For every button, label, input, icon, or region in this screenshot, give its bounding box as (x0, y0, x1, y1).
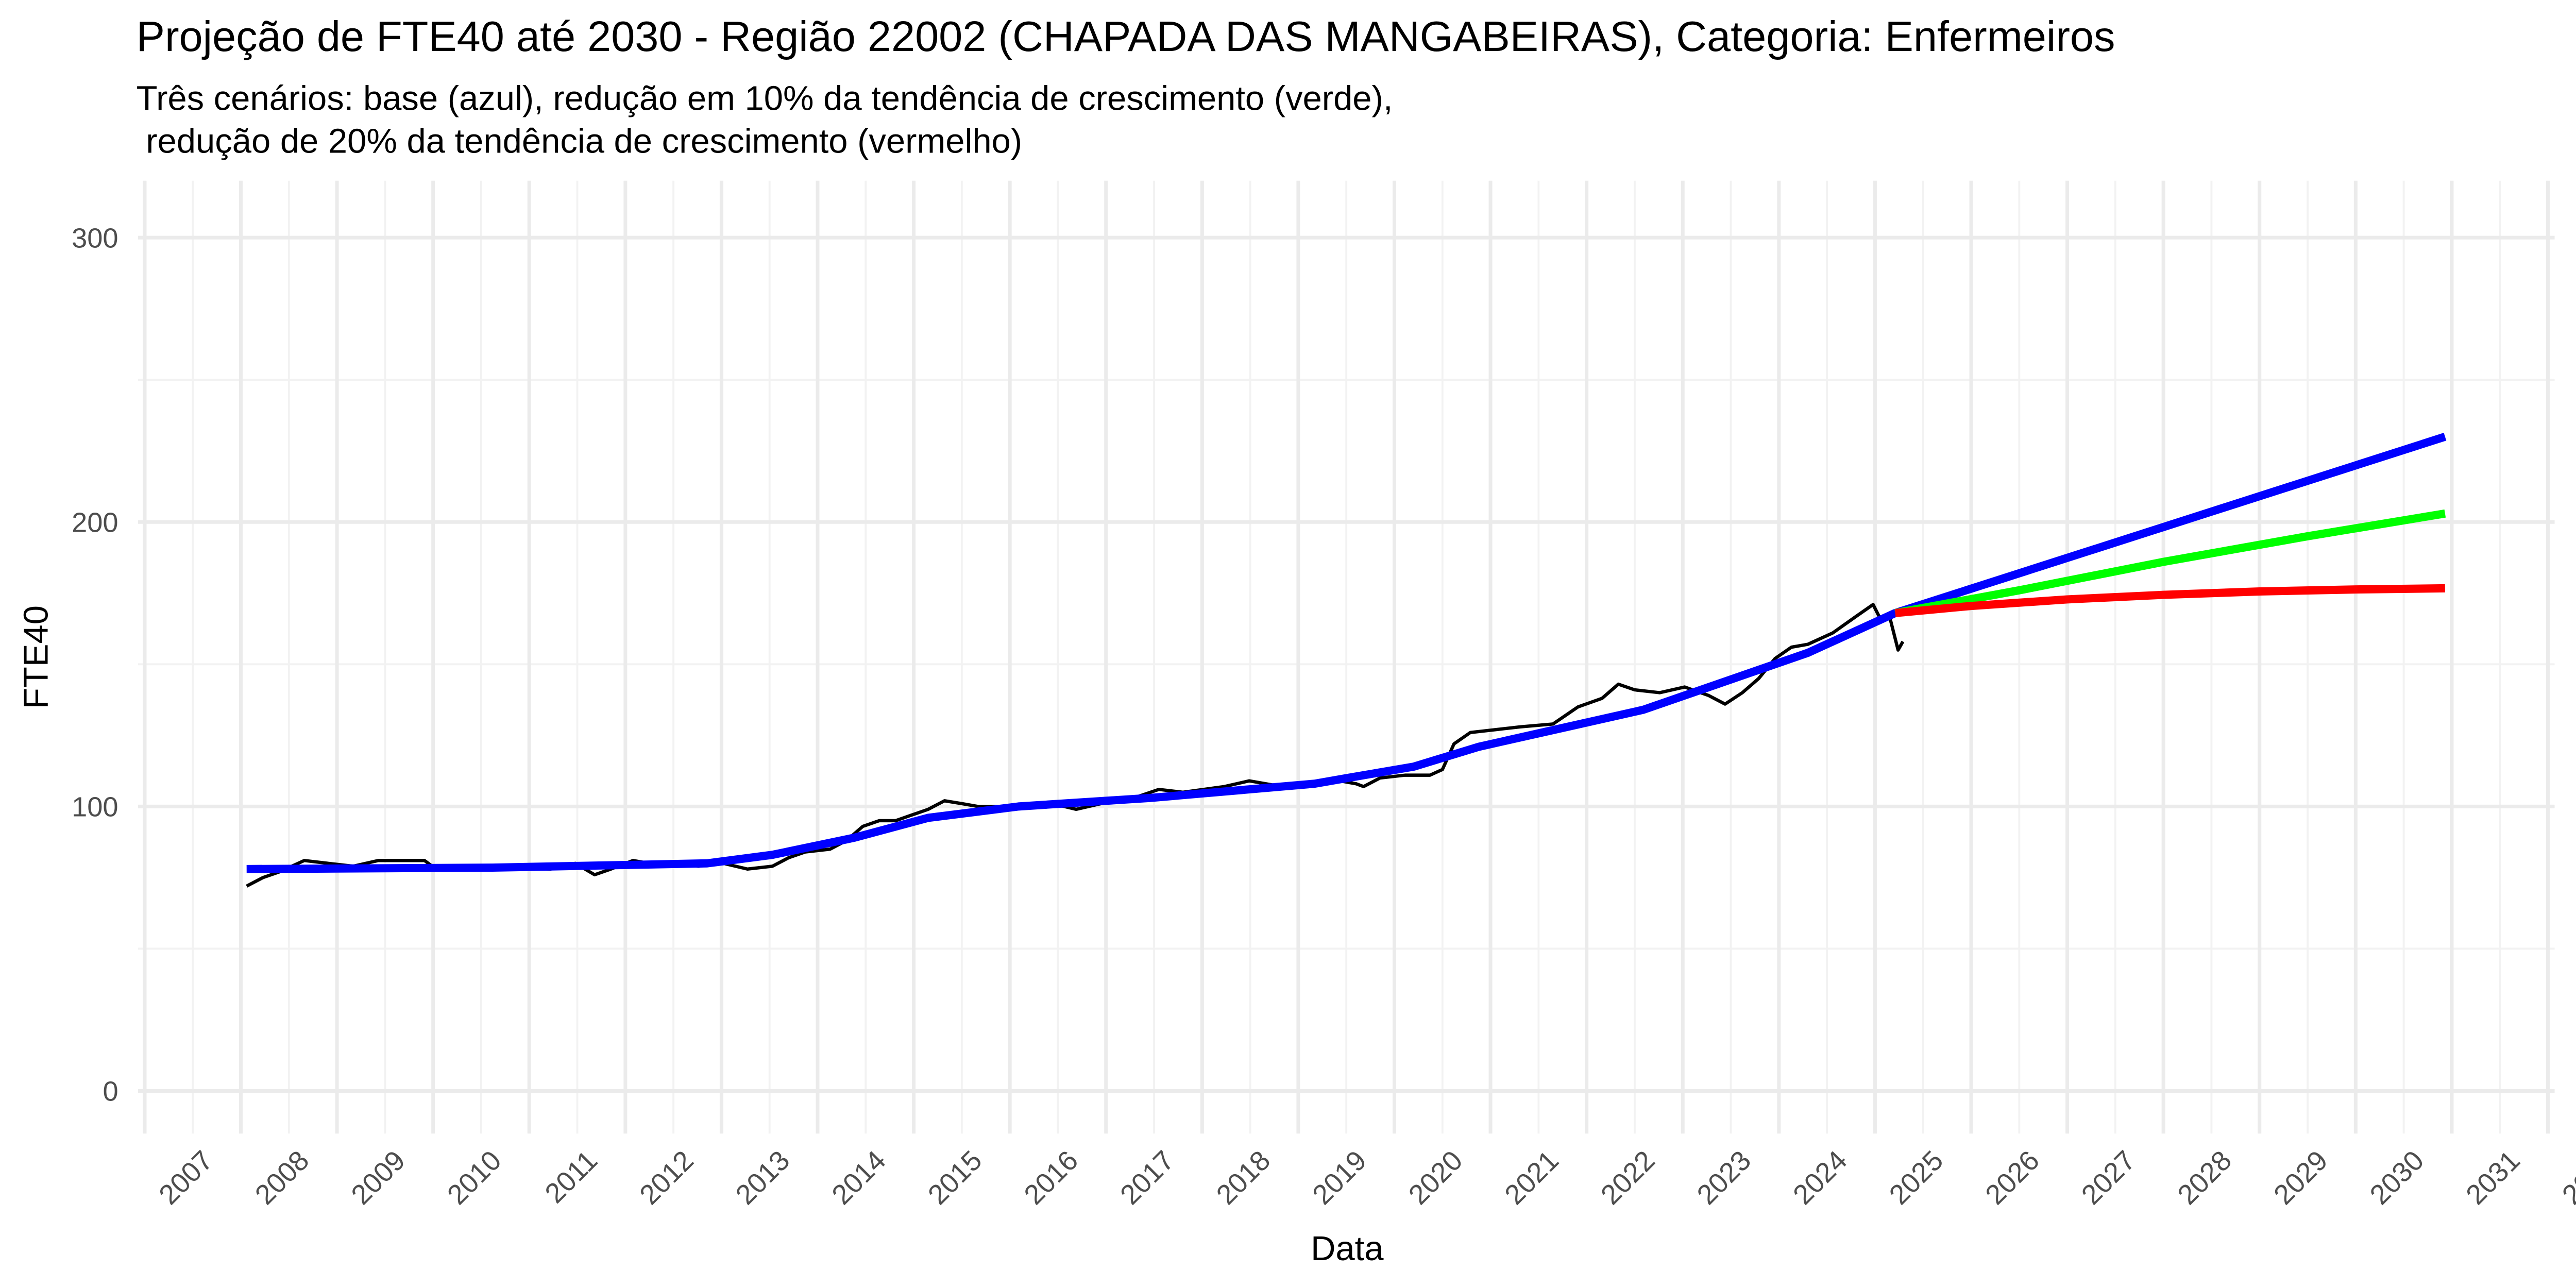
series-line (246, 433, 2447, 873)
y-tick-label: 300 (72, 223, 118, 253)
chart-title: Projeção de FTE40 até 2030 - Região 2200… (137, 12, 2115, 60)
plot-lines (246, 433, 2447, 888)
y-tick-label: 100 (72, 791, 118, 822)
y-tick-label: 0 (103, 1076, 118, 1107)
grid (138, 180, 2555, 1134)
chart-subtitle: redução de 20% da tendência de crescimen… (137, 122, 1022, 161)
chart-subtitle: Três cenários: base (azul), redução em 1… (137, 79, 1393, 118)
series-line (1894, 509, 2446, 617)
y-tick-label: 200 (72, 507, 118, 538)
x-axis-title: Data (1311, 1229, 1384, 1268)
y-axis-title: FTE40 (16, 605, 55, 709)
series-line (1894, 584, 2445, 617)
